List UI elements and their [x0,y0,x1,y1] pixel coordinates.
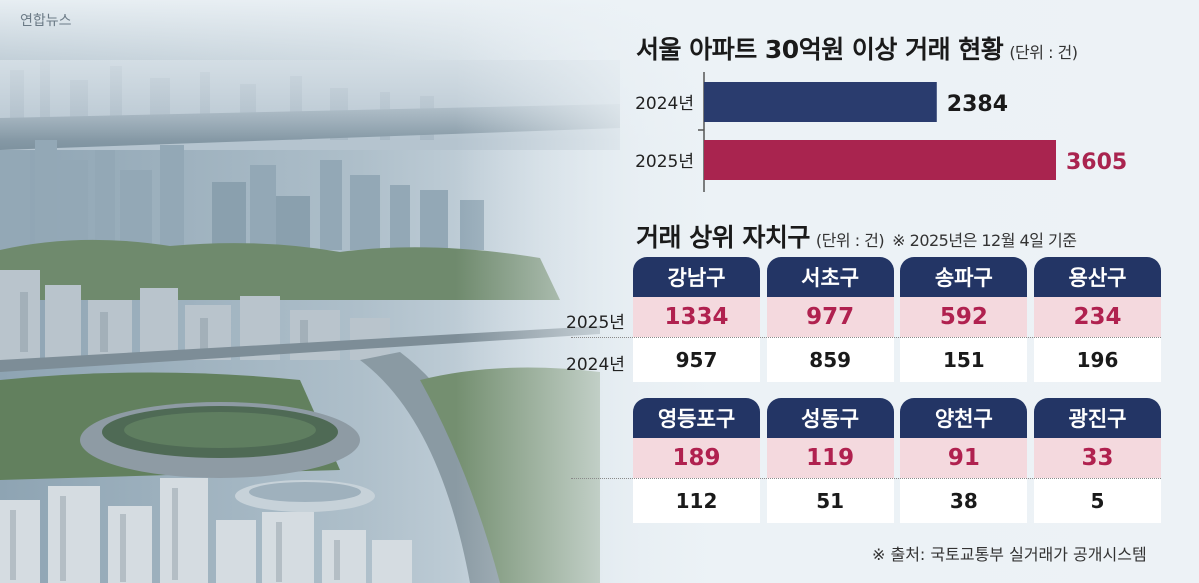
value-2024: 112 [633,478,760,523]
bar-0 [704,82,937,122]
value-2024: 957 [633,337,760,382]
district-name: 영등포구 [633,398,760,438]
table-unit: (단위 : 건) [815,231,885,250]
district-column: 양천구 91 38 [900,398,1028,523]
district-column: 영등포구 189 112 [633,398,760,523]
bar-value-label-0: 2384 [947,92,1008,117]
district-name: 성동구 [766,398,894,438]
table-title: 거래 상위 자치구 (단위 : 건) ※ 2025년은 12월 4일 기준 [636,218,1077,254]
district-table-bottom: 영등포구 189 112 성동구 119 51 양천구 91 38 광진구 33 5 [571,398,1161,528]
district-table-top: 강남구 1334 957 서초구 977 859 송파구 592 151 용산구 234 196 [571,257,1161,387]
bar-category-label-1: 2025년 [635,152,694,172]
bar-chart-title: 서울 아파트 30억원 이상 거래 현황 (단위 : 건) [636,30,1078,66]
table-title-text: 거래 상위 자치구 [636,223,810,252]
value-2025: 33 [1034,438,1161,478]
agency-logo-text: 연합뉴스 [20,13,72,29]
value-2025: 234 [1034,297,1161,337]
value-2024: 151 [900,337,1028,382]
value-2025: 189 [633,438,760,478]
district-column: 강남구 1334 957 [633,257,760,382]
value-2024: 859 [766,337,894,382]
value-2024: 51 [766,478,894,523]
district-column: 성동구 119 51 [766,398,894,523]
district-name: 강남구 [633,257,760,297]
value-2024: 38 [900,478,1028,523]
bar-1 [704,140,1056,180]
district-name: 용산구 [1034,257,1161,297]
row-separator [571,478,1161,479]
value-2025: 91 [900,438,1028,478]
bar-category-label-0: 2024년 [635,94,694,114]
district-column: 송파구 592 151 [900,257,1028,382]
value-2025: 1334 [633,297,760,337]
district-column: 광진구 33 5 [1034,398,1161,523]
value-2025: 977 [766,297,894,337]
value-2025: 592 [900,297,1028,337]
bar-chart: 2024년 2384 2025년 3605 [635,72,1127,192]
district-name: 양천구 [900,398,1028,438]
table-note: ※ 2025년은 12월 4일 기준 [892,231,1077,250]
bar-chart-title-text: 서울 아파트 30억원 이상 거래 현황 [636,35,1004,64]
value-2024: 196 [1034,337,1161,382]
district-column: 서초구 977 859 [766,257,894,382]
bar-chart-unit: (단위 : 건) [1009,43,1078,62]
source-note: ※ 출처: 국토교통부 실거래가 공개시스템 [872,545,1147,564]
district-name: 송파구 [900,257,1028,297]
district-name: 서초구 [766,257,894,297]
bar-value-label-1: 3605 [1066,150,1127,175]
row-label-2025: 2025년 [566,313,625,333]
value-2025: 119 [766,438,894,478]
row-separator [571,337,1161,338]
value-2024: 5 [1034,478,1161,523]
district-column: 용산구 234 196 [1034,257,1161,382]
row-label-2024: 2024년 [566,355,625,375]
district-name: 광진구 [1034,398,1161,438]
